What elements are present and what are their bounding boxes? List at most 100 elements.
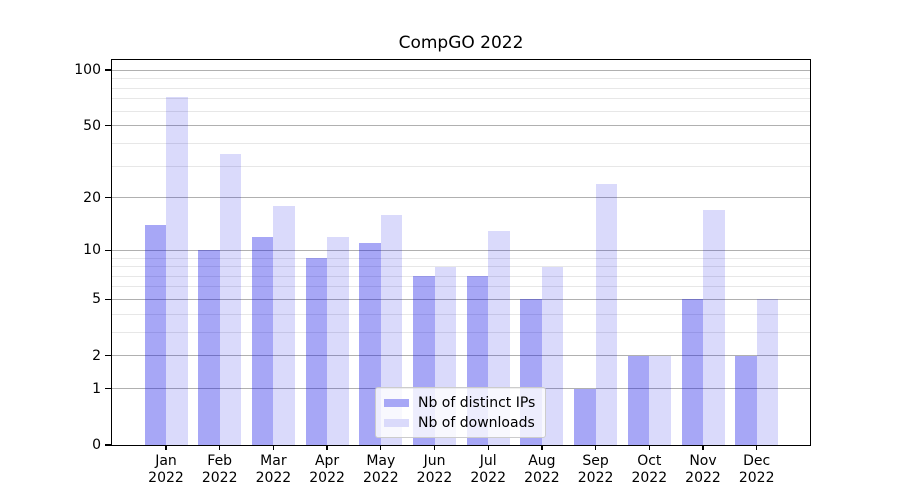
bar-downloads-oct	[649, 355, 671, 445]
bar-distinct-ips-apr	[305, 258, 328, 445]
bar-distinct-ips-feb	[198, 250, 220, 445]
x-tick-year: 2022	[524, 469, 560, 486]
x-tick-mark-jun	[433, 445, 436, 450]
bar-distinct-ips-mar	[251, 236, 274, 445]
bar-distinct-ips-jan	[144, 225, 166, 445]
y-tick-mark-2	[105, 355, 112, 357]
gridline-10	[112, 249, 810, 251]
gridline-100	[112, 69, 810, 71]
y-tick-label-50: 50	[83, 117, 101, 134]
x-tick-year: 2022	[685, 469, 721, 486]
x-tick-label-nov: Nov 2022	[668, 453, 738, 486]
x-tick-label-jun: Jun 2022	[400, 453, 470, 486]
x-tick-month: Jun	[423, 453, 446, 469]
x-tick-month: Dec	[743, 453, 771, 469]
x-tick-year: 2022	[416, 469, 453, 486]
x-tick-label-jul: Jul 2022	[453, 453, 523, 486]
legend-entry-downloads: Nb of downloads	[384, 415, 537, 431]
minor-gridline-70	[112, 98, 810, 100]
x-tick-year: 2022	[362, 469, 399, 486]
y-tick-label-10: 10	[83, 242, 101, 259]
y-tick-mark-5	[105, 298, 112, 301]
x-tick-mark-jan	[165, 445, 167, 450]
minor-gridline-90	[112, 78, 810, 80]
x-tick-mark-nov	[702, 445, 704, 450]
x-tick-label-mar: Mar 2022	[238, 453, 308, 486]
legend-entry-distinct-ips: Nb of distinct IPs	[384, 395, 537, 411]
y-tick-mark-20	[105, 197, 112, 199]
x-tick-label-may: May 2022	[346, 453, 416, 486]
bar-distinct-ips-oct	[627, 355, 650, 445]
y-tick-mark-50	[105, 124, 112, 127]
x-tick-month: Mar	[260, 453, 287, 469]
x-tick-month: Jul	[479, 453, 497, 469]
y-tick-label-0: 0	[92, 437, 101, 453]
x-tick-year: 2022	[255, 469, 292, 486]
minor-gridline-6	[112, 286, 810, 288]
bar-downloads-aug	[541, 266, 564, 445]
legend-swatch-downloads	[384, 418, 409, 427]
y-tick-mark-10	[105, 249, 112, 251]
minor-gridline-40	[112, 142, 810, 144]
x-tick-mark-apr	[326, 445, 328, 450]
x-tick-month: Jan	[155, 453, 177, 469]
x-tick-month: May	[366, 453, 396, 469]
chart-title: CompGO 2022	[398, 33, 524, 53]
x-tick-label-dec: Dec 2022	[722, 453, 792, 486]
gridline-50	[112, 125, 810, 127]
x-tick-year: 2022	[148, 469, 184, 486]
x-tick-month: Aug	[528, 453, 556, 469]
bar-downloads-dec	[756, 299, 779, 445]
minor-gridline-3	[112, 331, 810, 333]
x-tick-year: 2022	[201, 469, 238, 486]
y-tick-label-20: 20	[83, 189, 101, 206]
x-tick-mark-mar	[272, 445, 275, 450]
x-tick-year: 2022	[577, 469, 614, 486]
bar-downloads-mar	[273, 205, 295, 445]
legend-swatch-distinct-ips	[384, 398, 409, 407]
x-tick-month: Feb	[207, 453, 233, 469]
bar-downloads-apr	[327, 236, 349, 445]
bar-distinct-ips-nov	[681, 299, 703, 445]
x-tick-label-jan: Jan 2022	[131, 453, 201, 486]
x-tick-label-sep: Sep 2022	[561, 453, 631, 486]
y-tick-mark-100	[105, 69, 112, 71]
minor-gridline-9	[112, 257, 810, 259]
x-tick-month: Sep	[582, 453, 609, 469]
legend-label-distinct-ips: Nb of distinct IPs	[418, 394, 536, 411]
bar-downloads-feb	[219, 153, 242, 445]
bar-downloads-jan	[166, 96, 188, 445]
x-tick-month: Apr	[314, 453, 340, 469]
x-tick-year: 2022	[470, 469, 506, 486]
minor-gridline-60	[112, 110, 810, 112]
gridline-2	[112, 355, 810, 357]
x-tick-mark-jul	[487, 445, 489, 450]
y-tick-mark-0	[105, 444, 112, 446]
x-tick-label-oct: Oct 2022	[614, 453, 684, 486]
x-tick-label-apr: Apr 2022	[292, 453, 362, 486]
x-tick-mark-dec	[756, 445, 758, 450]
y-tick-label-1: 1	[92, 380, 101, 397]
bar-downloads-sep	[595, 183, 618, 445]
minor-gridline-8	[112, 266, 810, 268]
minor-gridline-80	[112, 87, 810, 89]
x-tick-mark-feb	[219, 445, 221, 450]
bar-downloads-nov	[703, 210, 725, 445]
legend: Nb of distinct IPs Nb of downloads	[375, 387, 546, 438]
bar-distinct-ips-sep	[574, 388, 596, 445]
legend-label-downloads: Nb of downloads	[418, 414, 535, 431]
y-tick-label-100: 100	[74, 62, 101, 79]
x-tick-mark-aug	[541, 445, 543, 450]
x-tick-month: Nov	[689, 453, 717, 469]
x-tick-label-feb: Feb 2022	[185, 453, 255, 486]
x-tick-year: 2022	[738, 469, 775, 486]
x-tick-mark-oct	[648, 445, 650, 450]
x-tick-month: Oct	[637, 453, 662, 469]
x-tick-mark-sep	[594, 445, 597, 450]
x-tick-label-aug: Aug 2022	[507, 453, 577, 486]
x-tick-mark-may	[380, 445, 382, 450]
minor-gridline-30	[112, 165, 810, 167]
y-tick-mark-1	[105, 388, 112, 390]
minor-gridline-4	[112, 313, 810, 315]
